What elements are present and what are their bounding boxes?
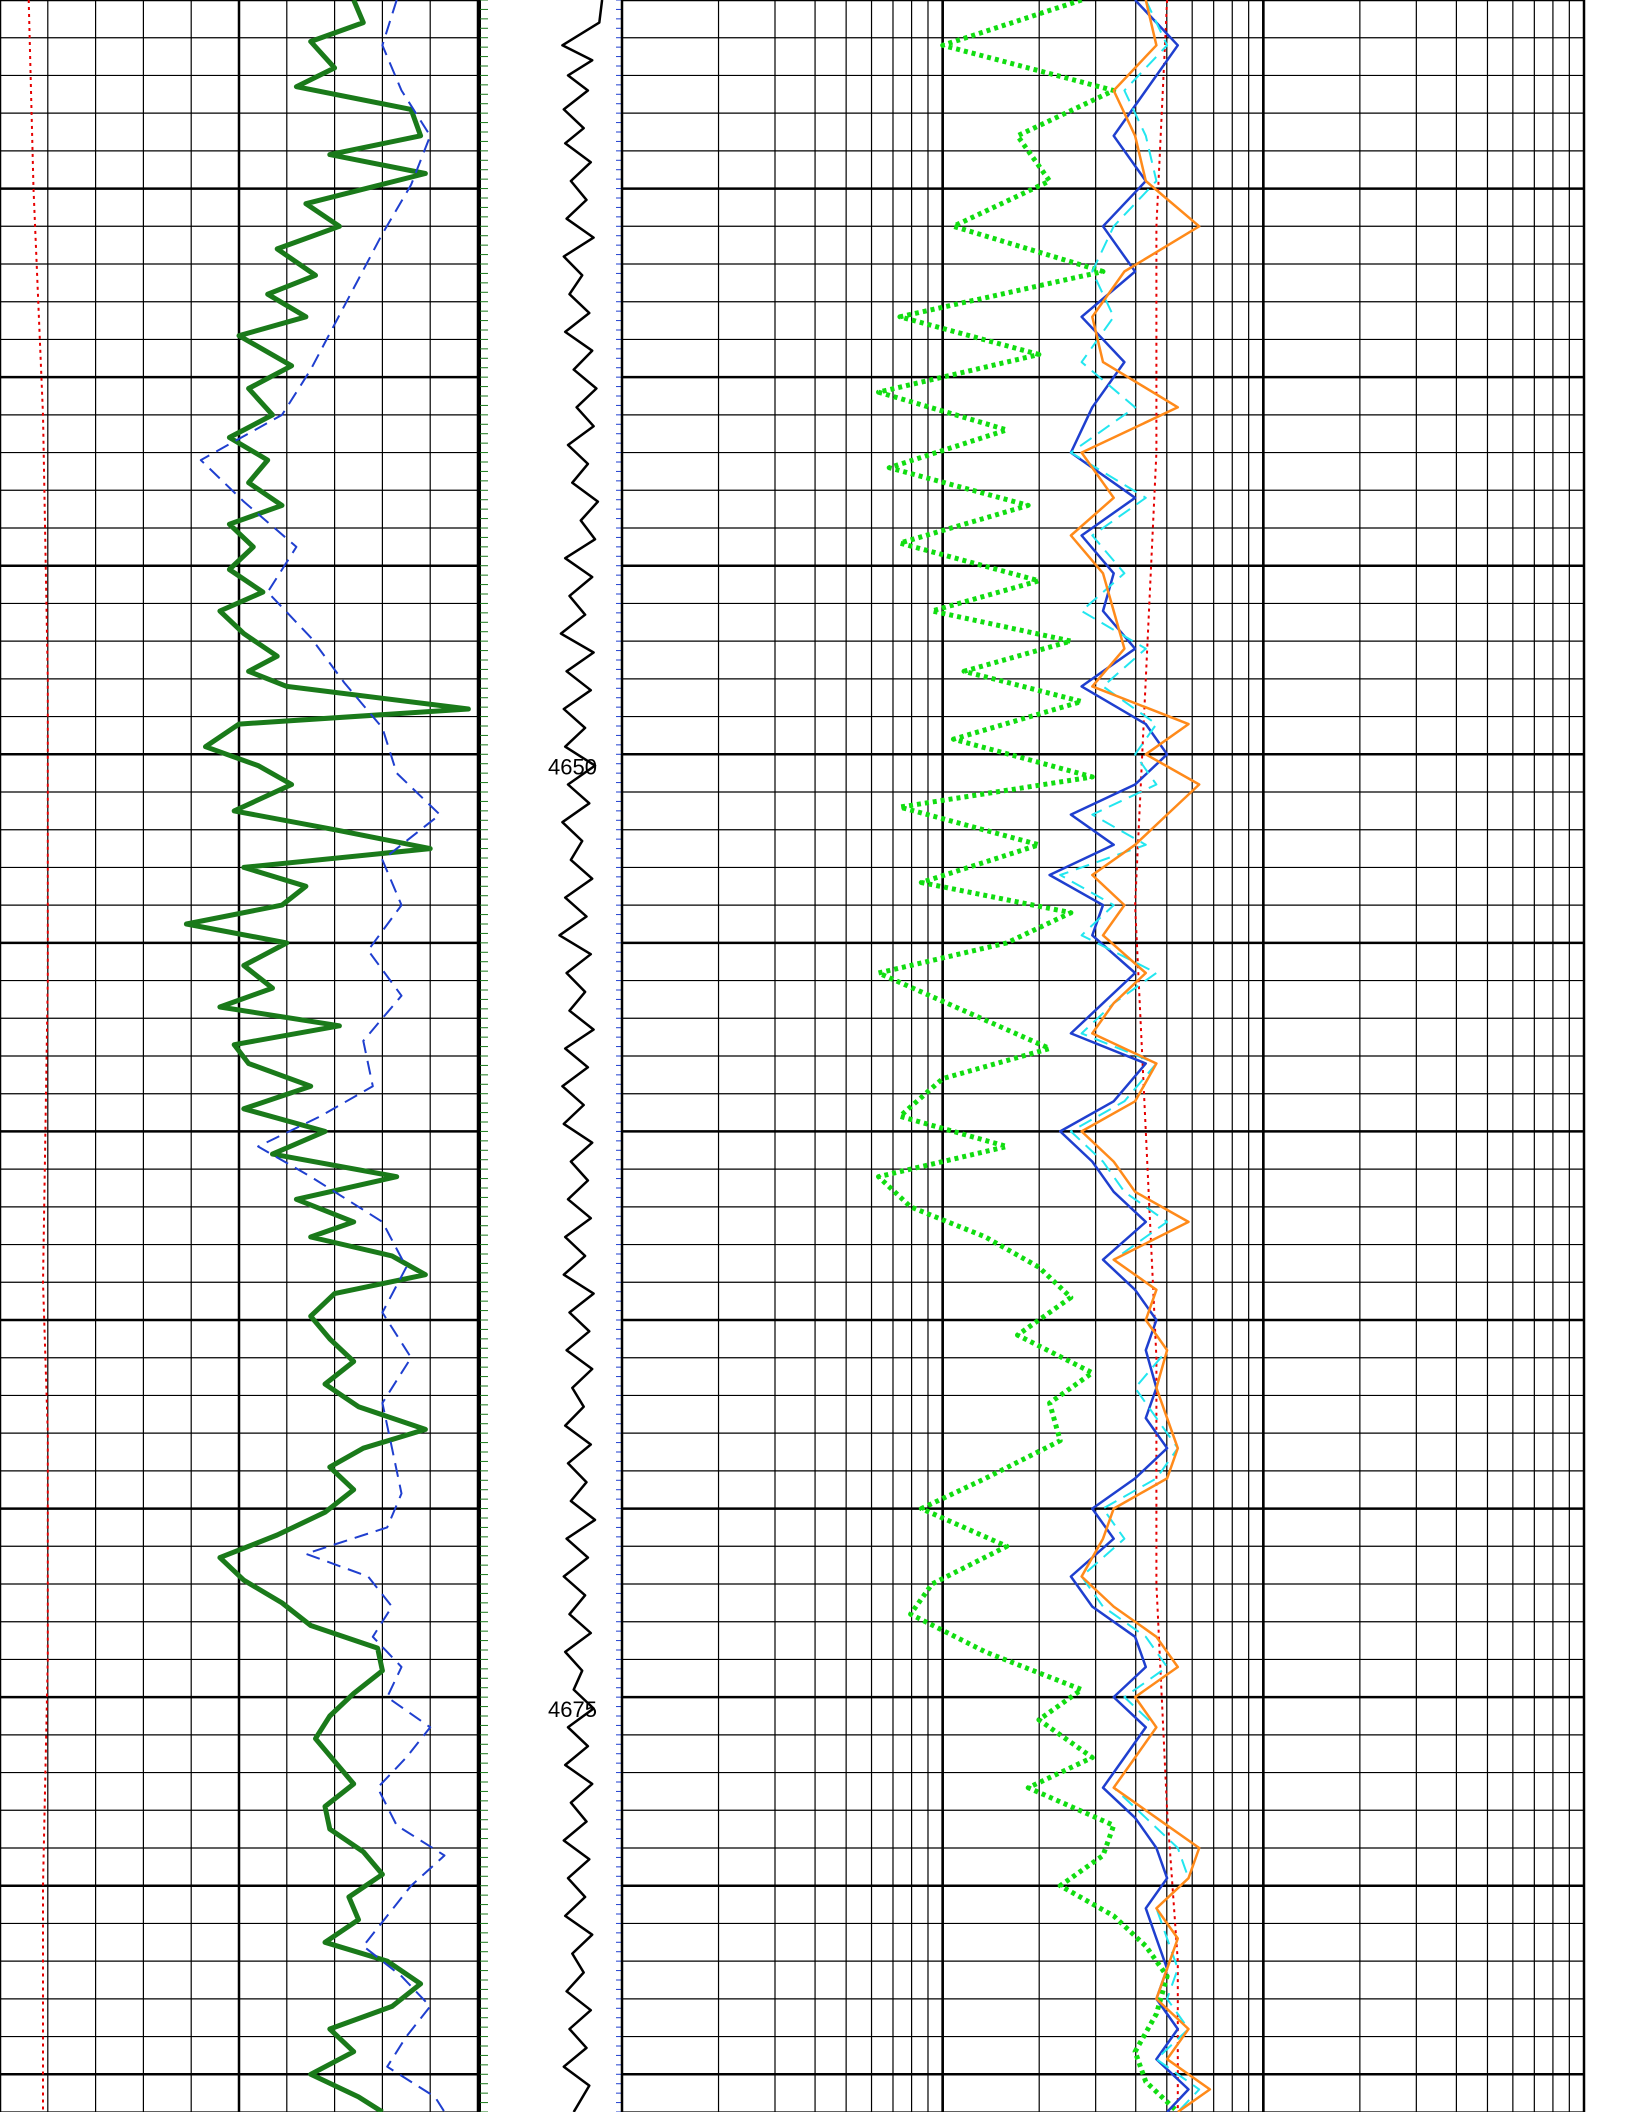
curve-track3-series1: [1134, 0, 1179, 2112]
depth-track-grid: [479, 0, 623, 2112]
curve-track1-series2: [183, 0, 471, 2112]
curve-track3-series2: [876, 0, 1180, 2112]
curve-track3-series5: [1069, 0, 1212, 2112]
depth-labels: 4650 4675: [548, 754, 597, 1722]
curve-track1-series1: [27, 0, 49, 2112]
log-curves: [27, 0, 1212, 2112]
curve-track3-series4: [1059, 0, 1201, 2112]
depth-label-4650: 4650: [548, 754, 597, 779]
depth-label-4675: 4675: [548, 1697, 597, 1722]
track1-grid: [0, 0, 480, 2112]
curve-track2-series1: [558, 0, 604, 2112]
track3-log-grid: [620, 0, 1586, 2112]
